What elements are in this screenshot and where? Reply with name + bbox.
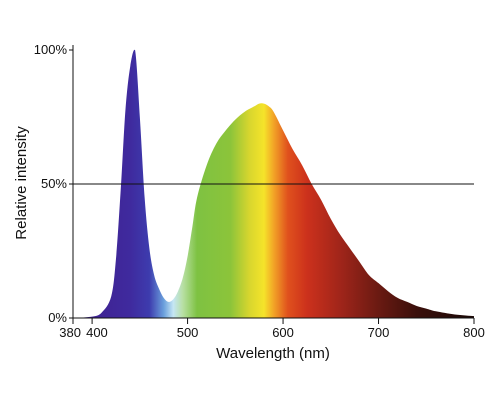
x-tick-label: 400 <box>86 325 108 340</box>
x-axis-title: Wavelength (nm) <box>216 345 330 362</box>
axes <box>69 45 475 324</box>
y-axis-title: Relative intensity <box>13 126 30 240</box>
y-tick-label: 0% <box>48 310 67 325</box>
x-tick-label: 380 <box>59 325 81 340</box>
y-tick-label: 100% <box>34 42 68 57</box>
x-tick-label: 500 <box>177 325 199 340</box>
x-tick-label: 800 <box>463 325 485 340</box>
x-tick-label: 600 <box>272 325 294 340</box>
plot-area <box>73 49 474 318</box>
x-tick-label: 700 <box>368 325 390 340</box>
tick-labels: 380 400 500 600 700 800 0% 50% 100% <box>34 42 485 340</box>
y-tick-label: 50% <box>41 176 67 191</box>
